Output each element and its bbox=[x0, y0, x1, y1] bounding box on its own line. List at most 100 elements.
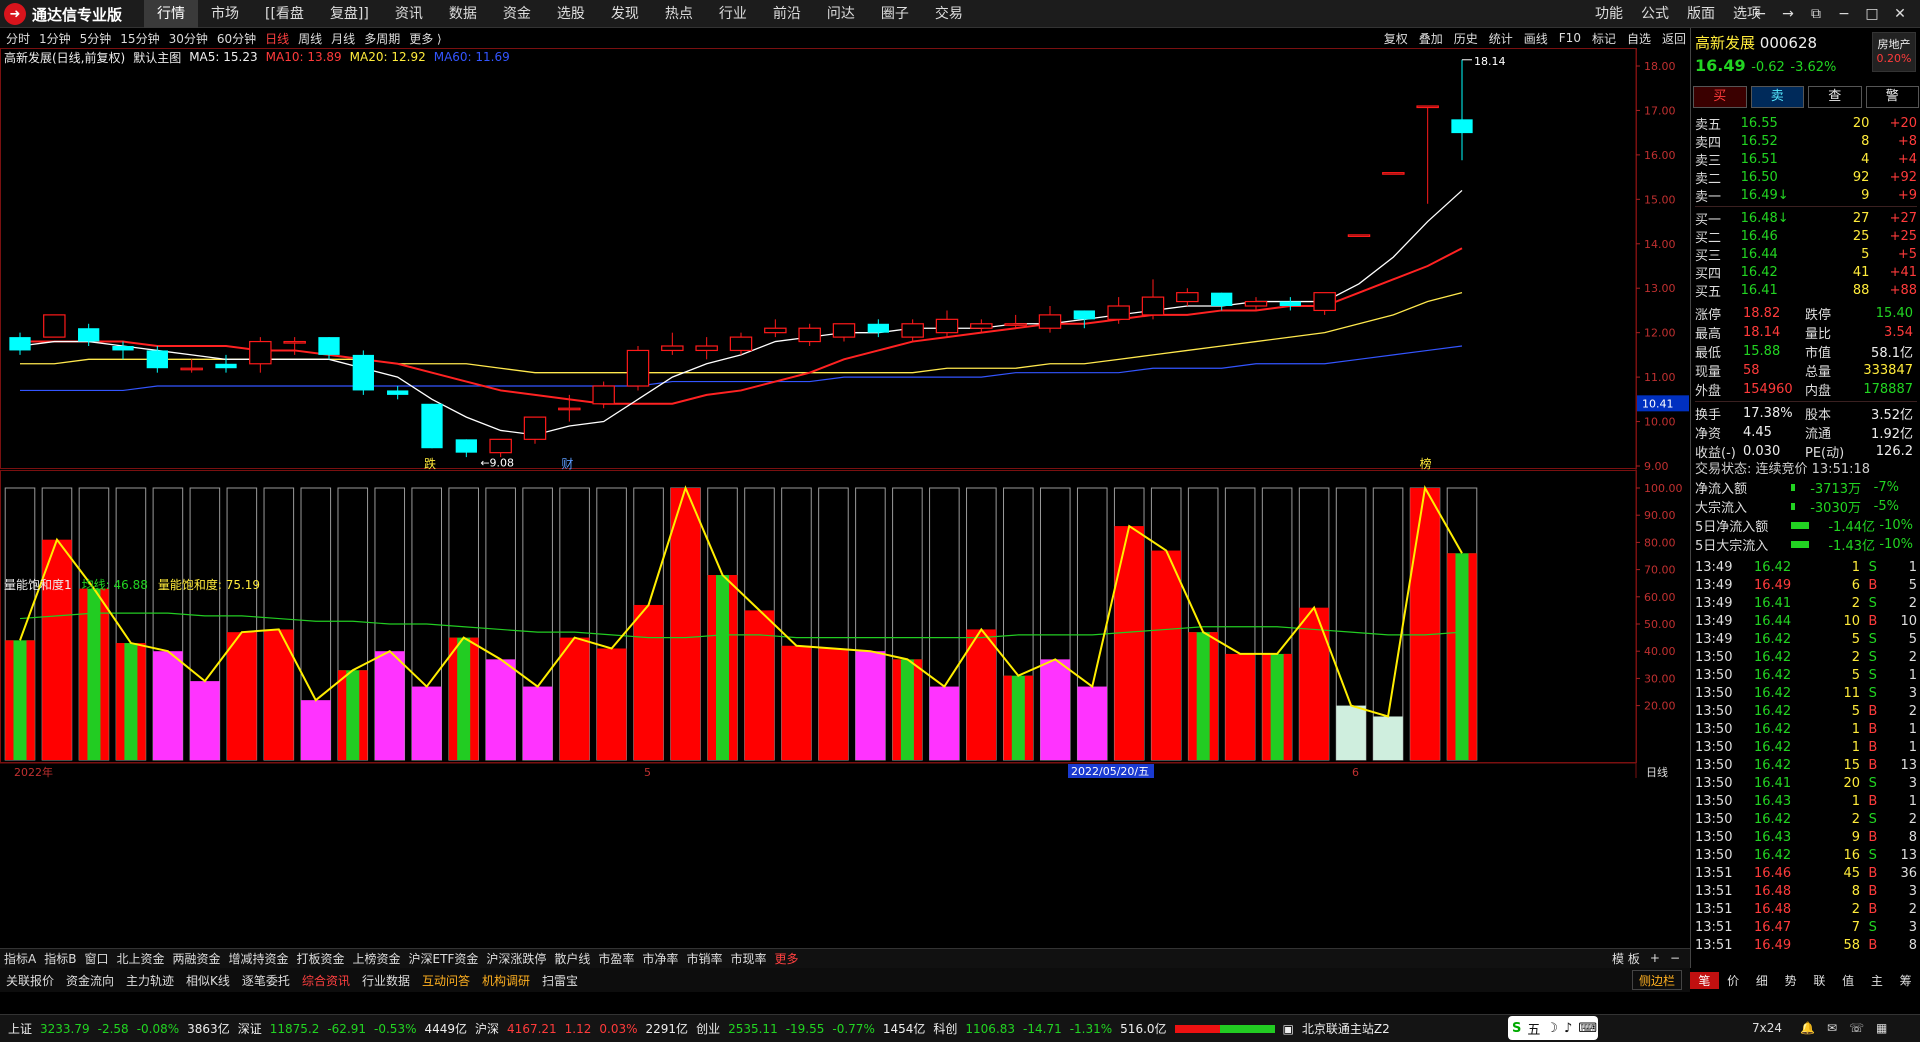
indicator-tab[interactable]: 市盈率 bbox=[598, 952, 635, 966]
add-window-button[interactable]: + bbox=[1649, 951, 1660, 965]
close-icon[interactable]: ✕ bbox=[1894, 6, 1906, 22]
chart-tool[interactable]: 画线 bbox=[1523, 31, 1548, 46]
menu-item[interactable]: 选股 bbox=[556, 6, 585, 22]
indicator-tab[interactable]: 市现率 bbox=[730, 952, 767, 966]
period-tab[interactable]: 1分钟 bbox=[39, 31, 71, 46]
quote-tab[interactable]: 细 bbox=[1755, 973, 1768, 988]
period-tab[interactable]: 月线 bbox=[331, 31, 356, 46]
order-row[interactable]: 买二 16.46 25 +25 bbox=[1695, 227, 1917, 246]
indicator-tab[interactable]: 指标A bbox=[4, 952, 37, 966]
industry-tag[interactable]: 房地产 0.20% bbox=[1872, 32, 1916, 72]
restore-icon[interactable]: ⧉ bbox=[1811, 6, 1821, 22]
quote-tab[interactable]: 主 bbox=[1870, 973, 1883, 988]
info-tab[interactable]: 主力轨迹 bbox=[126, 973, 175, 988]
menu-item[interactable]: 前沿 bbox=[772, 6, 801, 22]
indicator-tab[interactable]: 北上资金 bbox=[116, 952, 165, 966]
query-button[interactable]: 查 bbox=[1808, 86, 1862, 108]
right-menu-item[interactable]: 选项 bbox=[1733, 6, 1761, 22]
menu-item[interactable]: 市场 bbox=[211, 6, 239, 22]
index-kc-name[interactable]: 科创 bbox=[933, 1022, 958, 1036]
chart-tool[interactable]: 历史 bbox=[1453, 31, 1478, 46]
quote-tab[interactable]: 联 bbox=[1813, 973, 1826, 988]
info-tab[interactable]: 逐笔委托 bbox=[241, 973, 290, 988]
tick-list[interactable]: 13:49 16.42 1 S 1 13:49 16.49 6 B 5 13:49 16.41 2 S 2 1… bbox=[1695, 558, 1917, 954]
remove-window-button[interactable]: − bbox=[1669, 951, 1680, 965]
order-row[interactable]: 买四 16.42 41 +41 bbox=[1695, 263, 1917, 282]
period-tab[interactable]: 日线 bbox=[265, 31, 290, 46]
order-row[interactable]: 卖五 16.55 20 +20 bbox=[1695, 114, 1917, 133]
indicator-tab[interactable]: 增减持资金 bbox=[228, 952, 289, 966]
sidebar-toggle[interactable]: 侧边栏 bbox=[1631, 970, 1682, 990]
chart-tool[interactable]: 统计 bbox=[1488, 31, 1513, 46]
maximize-icon[interactable]: □ bbox=[1865, 6, 1879, 22]
period-tab[interactable]: 分时 bbox=[6, 31, 31, 46]
order-row[interactable]: 买五 16.41 88 +88 bbox=[1695, 281, 1917, 300]
info-tab[interactable]: 扫雷宝 bbox=[542, 973, 579, 988]
info-tab[interactable]: 行业数据 bbox=[361, 973, 410, 988]
right-menu-item[interactable]: 功能 bbox=[1595, 6, 1623, 22]
order-row[interactable]: 卖三 16.51 4 +4 bbox=[1695, 150, 1917, 169]
period-tab[interactable]: 多周期 bbox=[364, 31, 401, 46]
info-tab[interactable]: 互动问答 bbox=[421, 973, 470, 988]
menu-item[interactable]: 问达 bbox=[826, 6, 855, 22]
message-icon[interactable]: ✉ bbox=[1826, 1021, 1838, 1035]
order-row[interactable]: 买一 16.48↓ 27 +27 bbox=[1695, 209, 1917, 228]
phone-icon[interactable]: ☏ bbox=[1849, 1021, 1865, 1035]
chart-tool[interactable]: 返回 bbox=[1661, 31, 1686, 46]
indicator-tab[interactable]: 散户线 bbox=[554, 952, 591, 966]
menu-item[interactable]: 发现 bbox=[610, 6, 639, 22]
period-tab[interactable]: 15分钟 bbox=[120, 31, 160, 46]
menu-item[interactable]: 数据 bbox=[448, 6, 477, 22]
order-row[interactable]: 卖四 16.52 8 +8 bbox=[1695, 132, 1917, 151]
indicator-tab[interactable]: 上榜资金 bbox=[352, 952, 401, 966]
bell-icon[interactable]: 🔔 bbox=[1800, 1021, 1815, 1035]
chart-tool[interactable]: 标记 bbox=[1591, 31, 1616, 46]
chart-tool[interactable]: F10 bbox=[1558, 31, 1581, 45]
indicator-tab[interactable]: 市销率 bbox=[686, 952, 723, 966]
order-row[interactable]: 卖二 16.50 92 +92 bbox=[1695, 168, 1917, 187]
chart-tool[interactable]: 叠加 bbox=[1418, 31, 1443, 46]
quote-tab[interactable]: 笔 bbox=[1690, 971, 1719, 989]
menu-item[interactable]: 资讯 bbox=[394, 6, 423, 22]
quote-tab[interactable]: 筹 bbox=[1899, 973, 1912, 988]
menu-item[interactable]: 热点 bbox=[664, 6, 693, 22]
template-button[interactable]: 模 板 bbox=[1612, 951, 1640, 966]
indicator-tab[interactable]: 窗口 bbox=[84, 952, 109, 966]
news-clock[interactable]: 7x24 bbox=[1752, 1021, 1783, 1035]
period-tab[interactable]: 30分钟 bbox=[168, 31, 208, 46]
info-tab[interactable]: 机构调研 bbox=[481, 973, 530, 988]
info-tab[interactable]: 资金流向 bbox=[66, 973, 115, 988]
info-tab[interactable]: 相似K线 bbox=[186, 973, 230, 988]
order-row[interactable]: 卖一 16.49↓ 9 +9 bbox=[1695, 186, 1917, 205]
index-hs-name[interactable]: 沪深 bbox=[475, 1022, 500, 1036]
input-method-icon[interactable]: S 五 ☽ ♪ ⌨ bbox=[1508, 1016, 1598, 1040]
server-name[interactable]: 北京联通主站Z2 bbox=[1301, 1022, 1390, 1036]
menu-item[interactable]: 圈子 bbox=[880, 6, 909, 22]
index-sh-name[interactable]: 上证 bbox=[8, 1022, 33, 1036]
index-sz-name[interactable]: 深证 bbox=[237, 1022, 262, 1036]
index-cy-name[interactable]: 创业 bbox=[696, 1022, 721, 1036]
chart-tool[interactable]: 复权 bbox=[1383, 31, 1408, 46]
chart-area[interactable]: 9.00 10.00 11.00 12.00 13.00 14.00 15.00 16.00 1… bbox=[0, 48, 1690, 948]
back-icon[interactable]: ← bbox=[1754, 6, 1766, 22]
main-chart-selector[interactable]: 默认主图 bbox=[133, 50, 182, 65]
indicator-tab[interactable]: 两融资金 bbox=[172, 952, 221, 966]
chart-tool[interactable]: 自选 bbox=[1626, 31, 1651, 46]
quote-tab[interactable]: 价 bbox=[1727, 973, 1740, 988]
menu-item[interactable]: 复盘]] bbox=[329, 6, 369, 22]
menu-item[interactable]: 交易 bbox=[934, 6, 963, 22]
quote-tab[interactable]: 势 bbox=[1784, 973, 1797, 988]
quote-tab[interactable]: 值 bbox=[1842, 973, 1855, 988]
indicator-name[interactable]: 量能饱和度1 bbox=[4, 577, 72, 592]
server-icon[interactable]: ▣ bbox=[1282, 1021, 1294, 1036]
period-tab[interactable]: 5分钟 bbox=[79, 31, 112, 46]
minimize-icon[interactable]: − bbox=[1838, 6, 1850, 22]
forward-icon[interactable]: → bbox=[1782, 6, 1794, 22]
order-row[interactable]: 买三 16.44 5 +5 bbox=[1695, 245, 1917, 264]
menu-item[interactable]: 资金 bbox=[502, 6, 531, 22]
indicator-tab[interactable]: 打板资金 bbox=[296, 952, 345, 966]
grid-icon[interactable]: ▦ bbox=[1876, 1021, 1888, 1035]
info-tab[interactable]: 关联报价 bbox=[6, 973, 55, 988]
sell-button[interactable]: 卖 bbox=[1750, 86, 1804, 108]
period-tab[interactable]: 周线 bbox=[298, 31, 323, 46]
